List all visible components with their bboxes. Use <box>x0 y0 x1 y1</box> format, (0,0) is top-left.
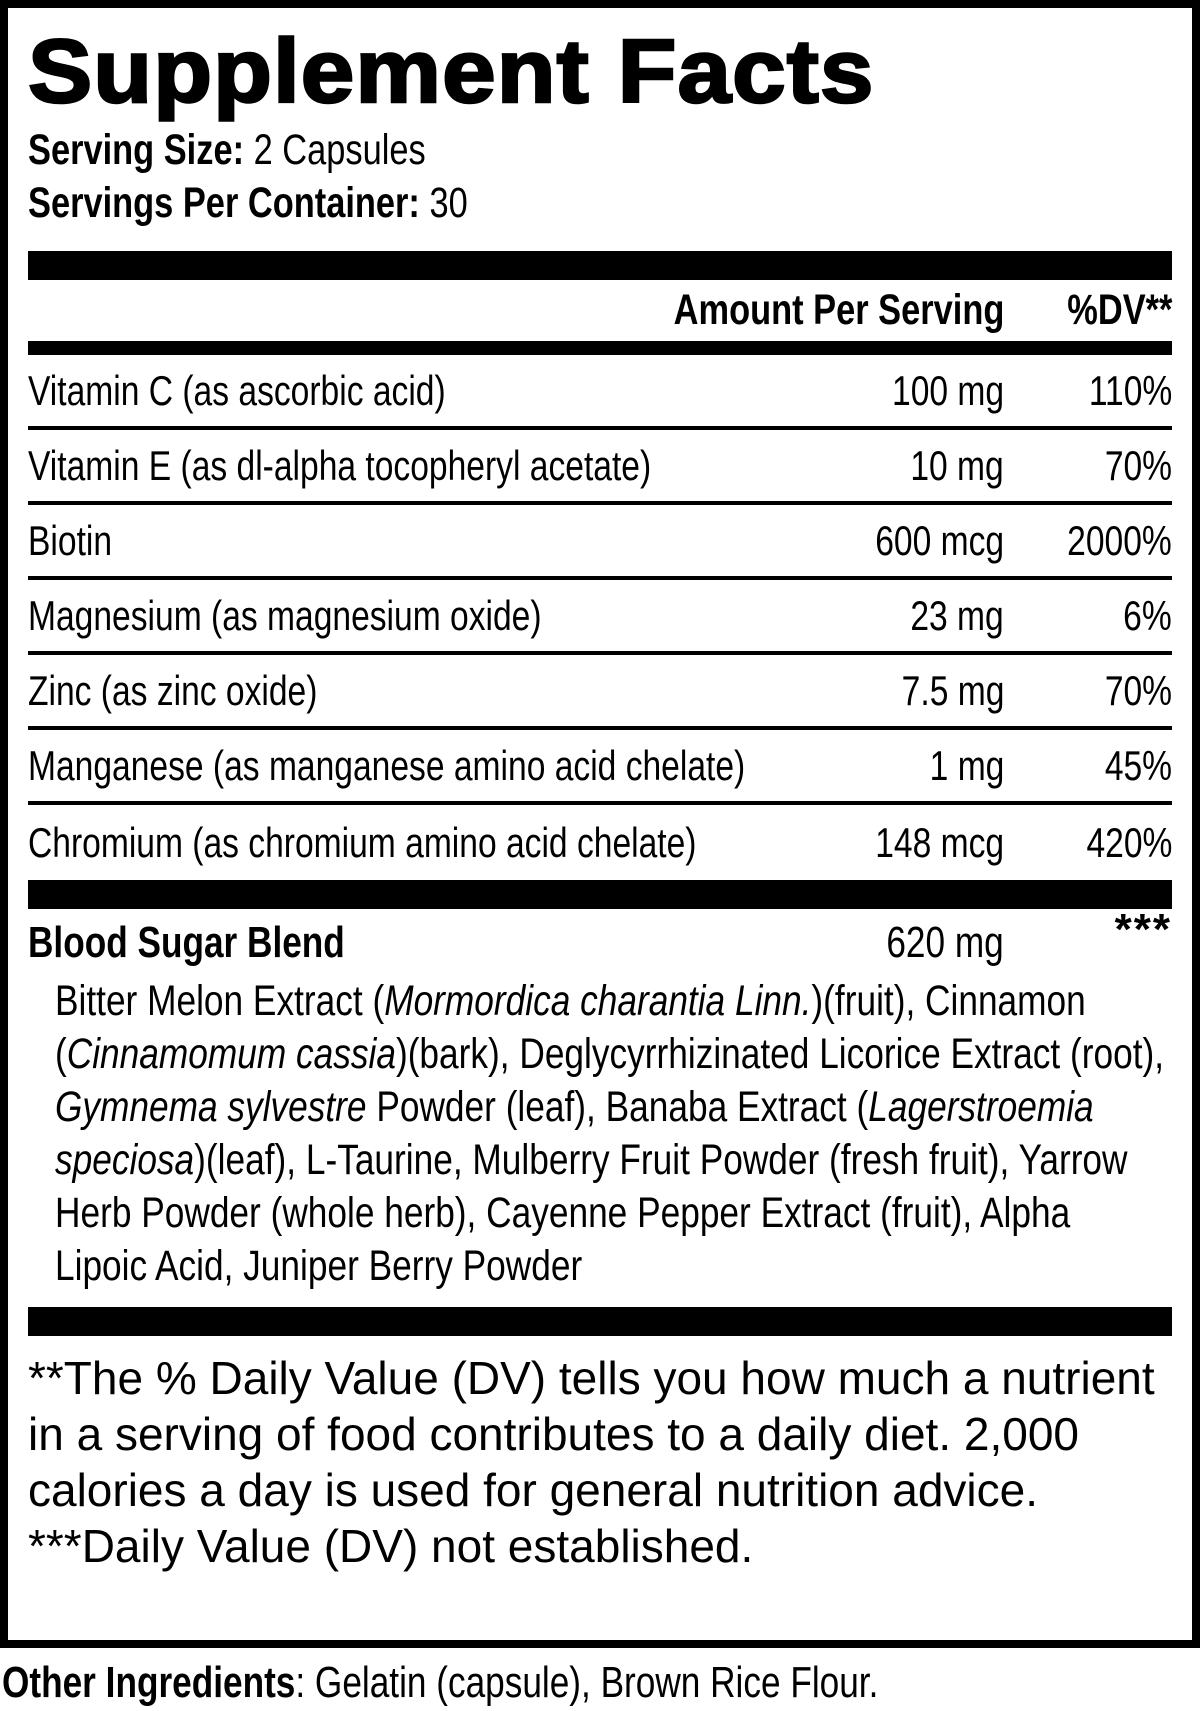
nutrient-amount: 23 mg <box>910 591 1004 639</box>
nutrient-name: Biotin <box>28 516 113 564</box>
botanical-name-italic: Gymnema sylvestre <box>55 1083 367 1131</box>
nutrient-amount-cell: 23 mg <box>664 592 1004 640</box>
nutrient-dv: 70% <box>1104 666 1172 714</box>
supplement-facts-panel: Supplement Facts Serving Size: 2 Capsule… <box>0 0 1200 1648</box>
blend-description: Bitter Melon Extract (Mormordica charant… <box>28 975 1172 1293</box>
nutrient-dv-cell: 45% <box>1004 742 1172 790</box>
blend-row: Blood Sugar Blend 620 mg *** <box>28 905 1172 975</box>
nutrient-amount: 100 mg <box>891 366 1004 414</box>
nutrient-dv: 420% <box>1086 818 1172 866</box>
nutrient-name-cell: Biotin <box>28 517 664 565</box>
botanical-name-italic: Lagerstroemia speciosa <box>55 1083 1094 1184</box>
nutrient-dv: 6% <box>1123 591 1172 639</box>
blend-amount: 620 mg <box>886 918 1004 967</box>
servings-per-container-row: Servings Per Container: 30 <box>28 177 1172 230</box>
blend-name-cell: Blood Sugar Blend <box>28 918 664 968</box>
botanical-name-italic: Mormordica charantia Linn. <box>384 977 812 1025</box>
header-dv-cell: %DV** <box>1004 286 1172 335</box>
blend-ingredient-text: )(bark), Deglycyrrhizinated Licorice Ext… <box>395 1030 1165 1078</box>
nutrient-dv: 2000% <box>1067 516 1172 564</box>
blend-description-text: Bitter Melon Extract (Mormordica charant… <box>55 975 1172 1293</box>
panel-title: Supplement Facts <box>27 21 875 124</box>
header-dv-label: %DV** <box>1066 286 1172 334</box>
nutrient-name-cell: Manganese (as manganese amino acid chela… <box>28 742 745 790</box>
nutrient-name-cell: Magnesium (as magnesium oxide) <box>28 592 664 640</box>
nutrient-name-cell: Zinc (as zinc oxide) <box>28 667 664 715</box>
nutrient-dv-cell: 2000% <box>1004 517 1172 565</box>
blend-dv: *** <box>1114 905 1172 954</box>
other-ingredients-value: : Gelatin (capsule), Brown Rice Flour. <box>295 1658 879 1707</box>
nutrient-name-cell: Vitamin E (as dl-alpha tocopheryl acetat… <box>28 442 664 490</box>
nutrient-row: Biotin 600 mcg 2000% <box>28 505 1172 580</box>
nutrient-name: Magnesium (as magnesium oxide) <box>28 591 542 639</box>
table-header-row: Amount Per Serving %DV** <box>28 280 1172 341</box>
nutrient-amount: 600 mcg <box>875 516 1004 564</box>
nutrient-amount-cell: 100 mg <box>664 367 1004 415</box>
blend-amount-cell: 620 mg <box>664 918 1004 968</box>
blend-ingredient-text: Bitter Melon Extract ( <box>55 977 385 1025</box>
nutrient-row: Zinc (as zinc oxide) 7.5 mg 70% <box>28 655 1172 730</box>
panel-title-row: Supplement Facts <box>27 21 1172 124</box>
nutrient-row: Vitamin E (as dl-alpha tocopheryl acetat… <box>28 430 1172 505</box>
nutrient-amount-cell: 600 mcg <box>664 517 1004 565</box>
footnotes: **The % Daily Value (DV) tells you how m… <box>28 1350 1172 1574</box>
header-amount-cell: Amount Per Serving <box>591 286 1004 335</box>
nutrient-dv-cell: 70% <box>1004 667 1172 715</box>
blend-dv-cell: *** <box>1004 905 1172 968</box>
nutrient-amount: 7.5 mg <box>901 666 1004 714</box>
separator-bar-thick <box>28 251 1172 280</box>
header-amount-label: Amount Per Serving <box>673 286 1004 334</box>
nutrient-name-cell: Chromium (as chromium amino acid chelate… <box>28 819 697 867</box>
separator-bar-thick <box>28 880 1172 909</box>
footnote-not-established: ***Daily Value (DV) not established. <box>28 1520 754 1572</box>
servings-per-container-label: Servings Per Container: <box>28 179 420 227</box>
nutrient-amount-cell: 7.5 mg <box>664 667 1004 715</box>
serving-size-label: Serving Size: <box>28 126 245 174</box>
nutrient-amount-cell: 148 mcg <box>664 819 1004 867</box>
blend-name: Blood Sugar Blend <box>28 918 345 967</box>
nutrient-name-cell: Vitamin C (as ascorbic acid) <box>28 367 664 415</box>
nutrient-row: Chromium (as chromium amino acid chelate… <box>28 805 1172 880</box>
serving-size-row: Serving Size: 2 Capsules <box>28 124 1172 177</box>
nutrient-dv-cell: 6% <box>1004 592 1172 640</box>
servings-per-container-value: 30 <box>429 179 468 227</box>
other-ingredients-row: Other Ingredients: Gelatin (capsule), Br… <box>0 1657 1200 1709</box>
serving-size-value: 2 Capsules <box>253 126 426 174</box>
nutrient-dv: 45% <box>1104 741 1172 789</box>
nutrient-dv: 70% <box>1104 441 1172 489</box>
blend-ingredient-text: )(leaf), L-Taurine, Mulberry Fruit Powde… <box>55 1136 1128 1290</box>
footnote-daily-value: **The % Daily Value (DV) tells you how m… <box>28 1352 1155 1516</box>
nutrient-dv-cell: 70% <box>1004 442 1172 490</box>
nutrient-amount-cell: 1 mg <box>664 742 1004 790</box>
blend-ingredient-text: )(fruit), Cinnamon ( <box>55 977 1086 1078</box>
nutrient-amount: 10 mg <box>910 441 1004 489</box>
other-ingredients-label: Other Ingredients <box>2 1658 296 1707</box>
nutrient-row: Vitamin C (as ascorbic acid) 100 mg 110% <box>28 355 1172 430</box>
nutrient-amount: 1 mg <box>929 741 1004 789</box>
nutrient-row: Magnesium (as magnesium oxide) 23 mg 6% <box>28 580 1172 655</box>
nutrient-name: Vitamin C (as ascorbic acid) <box>28 366 446 414</box>
blend-ingredient-text: Powder (leaf), Banaba Extract ( <box>366 1083 869 1131</box>
botanical-name-italic: Cinnamomum cassia <box>66 1030 396 1078</box>
separator-bar-thick <box>28 1307 1172 1336</box>
nutrient-dv: 110% <box>1088 366 1172 414</box>
nutrient-name: Vitamin E (as dl-alpha tocopheryl acetat… <box>28 441 652 489</box>
nutrient-name: Manganese (as manganese amino acid chela… <box>28 741 746 789</box>
nutrient-row: Manganese (as manganese amino acid chela… <box>28 730 1172 805</box>
nutrient-name: Zinc (as zinc oxide) <box>28 666 318 714</box>
nutrient-dv-cell: 110% <box>1004 367 1172 415</box>
separator-bar-medium <box>28 341 1172 355</box>
nutrient-dv-cell: 420% <box>1004 819 1172 867</box>
nutrient-amount: 148 mcg <box>875 818 1004 866</box>
nutrient-amount-cell: 10 mg <box>664 442 1004 490</box>
nutrient-rows: Vitamin C (as ascorbic acid) 100 mg 110% Vi… <box>28 355 1172 880</box>
nutrient-name: Chromium (as chromium amino acid chelate… <box>28 818 697 866</box>
